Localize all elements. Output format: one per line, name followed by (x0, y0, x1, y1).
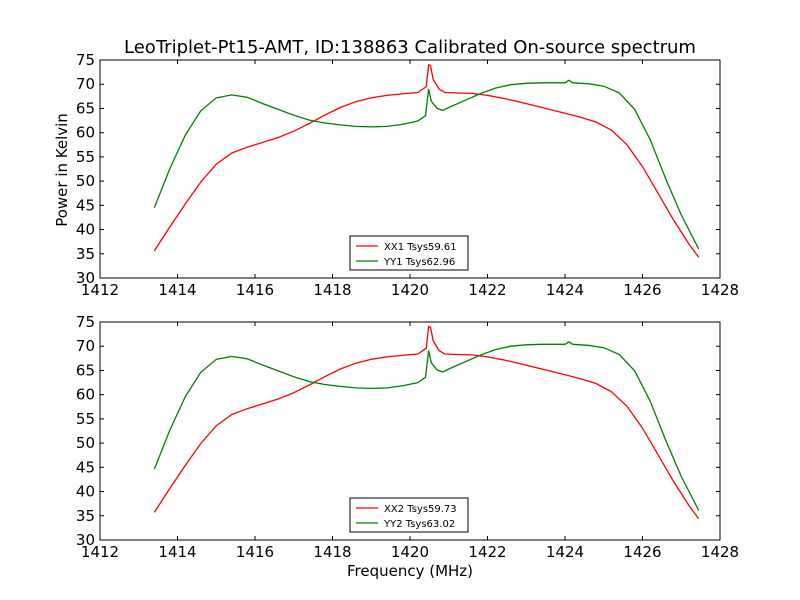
y-tick-label: 40 (76, 483, 95, 501)
x-tick-label: 1416 (236, 281, 274, 299)
y-tick-label: 40 (76, 221, 95, 239)
x-tick-label: 1422 (468, 281, 506, 299)
legend-box (349, 497, 469, 533)
y-tick-label: 75 (76, 51, 95, 69)
y-tick-label: 50 (76, 172, 95, 190)
subplots: 1412 1414 1416 1418 1420 1422 1424 1426 1428 30 35… (76, 51, 739, 561)
y-tick-label: 30 (76, 269, 95, 287)
chart-title: LeoTriplet-Pt15-AMT, ID:138863 Calibrate… (124, 37, 696, 58)
y-tick-label: 45 (76, 458, 95, 476)
legend-box (349, 235, 469, 271)
legend: XX2 Tsys59.73 YY2 Tsys63.02 (349, 497, 469, 533)
x-tick-label: 1412 (81, 543, 119, 561)
y-axis-label: Power in Kelvin (53, 113, 71, 227)
x-tick-label: 1420 (391, 281, 429, 299)
x-tick-label: 1412 (81, 281, 119, 299)
y-tick-label: 60 (76, 124, 95, 142)
y-tick-label: 55 (76, 410, 95, 428)
y-tick-label: 65 (76, 99, 95, 117)
legend-label: YY1 Tsys62.96 (383, 257, 455, 268)
y-tick-label: 35 (76, 507, 95, 525)
x-tick-label: 1424 (546, 543, 584, 561)
y-tick-label: 45 (76, 196, 95, 214)
legend-label: XX2 Tsys59.73 (384, 504, 457, 515)
x-tick-label: 1418 (313, 281, 351, 299)
legend-label: XX1 Tsys59.61 (384, 242, 457, 253)
y-tick-label: 70 (76, 75, 95, 93)
y-tick-label: 65 (76, 361, 95, 379)
x-tick-label: 1416 (236, 543, 274, 561)
subplot-1: 1412 1414 1416 1418 1420 1422 1424 1426 1428 30 35… (76, 51, 739, 299)
series-line-xx1 (153, 63, 700, 258)
x-tick-label: 1426 (623, 543, 661, 561)
x-tick-label: 1414 (158, 281, 196, 299)
subplot-2: 1412 1414 1416 1418 1420 1422 1424 1426 1428 30 35… (76, 313, 739, 561)
legend: XX1 Tsys59.61 YY1 Tsys62.96 (349, 235, 469, 271)
y-tick-label: 75 (76, 313, 95, 331)
y-tick-label: 50 (76, 434, 95, 452)
y-tick-label: 55 (76, 148, 95, 166)
x-tick-label: 1426 (623, 281, 661, 299)
y-tick-label: 30 (76, 531, 95, 549)
x-tick-label: 1418 (313, 543, 351, 561)
x-tick-label: 1428 (701, 543, 739, 561)
x-tick-label: 1414 (158, 543, 196, 561)
legend-label: YY2 Tsys63.02 (383, 519, 455, 530)
x-tick-label: 1424 (546, 281, 584, 299)
series-line-yy1 (153, 79, 700, 250)
x-axis-label: Frequency (MHz) (347, 562, 473, 580)
x-tick-label: 1428 (701, 281, 739, 299)
series-line-xx2 (153, 325, 700, 520)
y-tick-label: 35 (76, 245, 95, 263)
x-tick-label: 1420 (391, 543, 429, 561)
y-tick-label: 70 (76, 337, 95, 355)
y-tick-label: 60 (76, 386, 95, 404)
x-tick-label: 1422 (468, 543, 506, 561)
series-line-yy2 (153, 341, 700, 511)
